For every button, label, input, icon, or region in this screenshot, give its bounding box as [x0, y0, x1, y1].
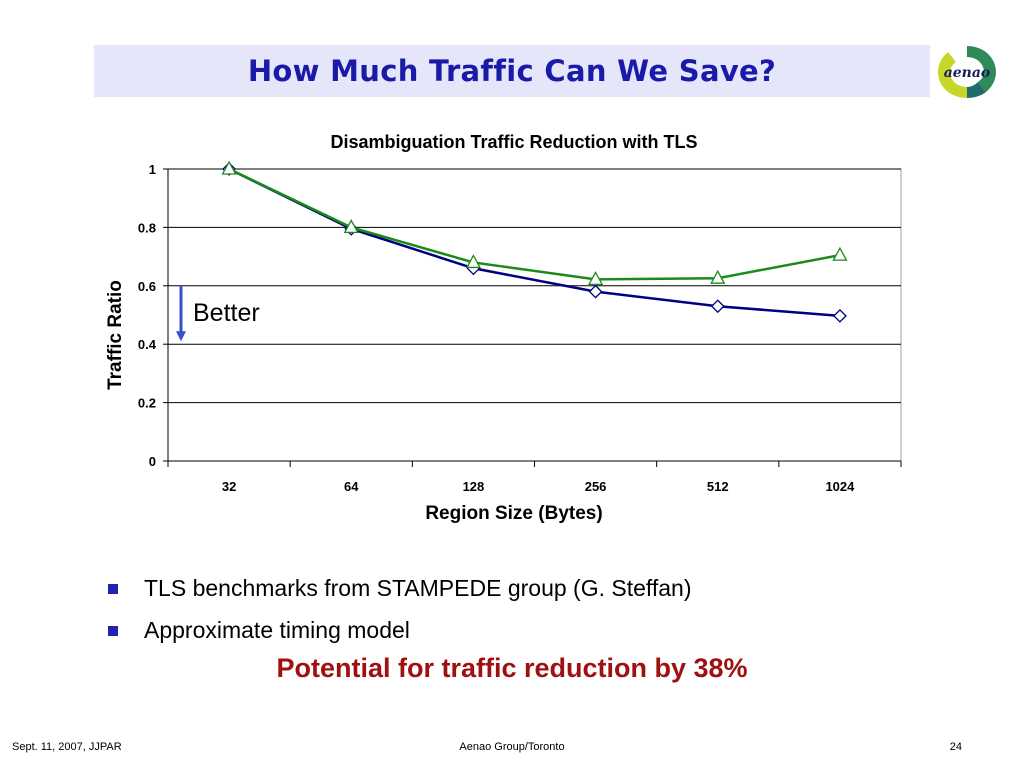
plot-area — [167, 168, 902, 462]
y-tick-label: 1 — [149, 162, 156, 177]
logo-swirl-teal — [967, 82, 986, 98]
data-point-diamond — [588, 284, 603, 299]
y-tick-label: 0.4 — [138, 337, 157, 352]
footer-left: Sept. 11, 2007, JJPAR — [12, 741, 122, 753]
x-tick-label: 1024 — [825, 479, 855, 494]
chart-title: Disambiguation Traffic Reduction with TL… — [330, 132, 697, 152]
y-tick-label: 0.2 — [138, 396, 156, 411]
series-line — [228, 167, 841, 281]
data-point-triangle — [465, 254, 482, 269]
bullet-square-icon — [108, 584, 118, 594]
logo-text: aenao — [944, 65, 991, 81]
data-point-diamond — [832, 308, 847, 323]
better-annotation: Better — [176, 285, 260, 342]
logo-swirl-yellow — [938, 52, 967, 98]
highlight-text: Potential for traffic reduction by 38% — [276, 653, 748, 683]
data-point-triangle — [832, 246, 848, 261]
x-tick-label: 32 — [222, 479, 236, 494]
y-tick-label: 0 — [149, 454, 156, 469]
logo-swirl-green — [967, 46, 996, 92]
footer-center: Aenao Group/Toronto — [459, 741, 565, 753]
y-tick-label: 0.8 — [138, 220, 156, 235]
data-point-triangle — [710, 269, 726, 284]
bullet-item: Approximate timing model — [106, 614, 692, 656]
bullet-item: TLS benchmarks from STAMPEDE group (G. S… — [106, 572, 692, 614]
aenao-logo: aenao — [938, 46, 996, 98]
slide-title: How Much Traffic Can We Save? — [247, 54, 777, 88]
bullet-text: TLS benchmarks from STAMPEDE group (G. S… — [144, 575, 692, 601]
chart-series — [221, 160, 848, 323]
data-point-triangle — [587, 271, 604, 286]
series-triangle — [221, 160, 848, 286]
title-bar: How Much Traffic Can We Save? — [94, 45, 930, 97]
x-axis-label: Region Size (Bytes) — [425, 503, 602, 524]
footer-slide-number: 24 — [949, 741, 962, 753]
chart-grid — [167, 168, 902, 462]
x-tick-label: 256 — [585, 479, 607, 494]
bullet-square-icon — [108, 626, 118, 636]
x-tick-label: 128 — [463, 479, 485, 494]
series-line — [228, 167, 841, 318]
data-point-triangle — [221, 160, 237, 175]
traffic-chart: Disambiguation Traffic Reduction with TL… — [105, 132, 902, 524]
data-point-triangle — [343, 219, 359, 234]
bullet-list: TLS benchmarks from STAMPEDE group (G. S… — [106, 572, 692, 656]
series-diamond — [222, 162, 847, 323]
better-label: Better — [193, 299, 260, 327]
x-tick-label: 512 — [707, 479, 729, 494]
y-tick-label: 0.6 — [138, 279, 156, 294]
x-tick-label: 64 — [344, 479, 359, 494]
chart-axes: 0 0.2 0.4 0.6 0.8 1 32 64 128 256 512 1024 — [138, 162, 902, 494]
data-point-diamond — [710, 299, 725, 314]
better-arrow-head — [176, 331, 186, 342]
y-axis-label: Traffic Ratio — [105, 280, 126, 390]
bullet-text: Approximate timing model — [144, 617, 410, 643]
